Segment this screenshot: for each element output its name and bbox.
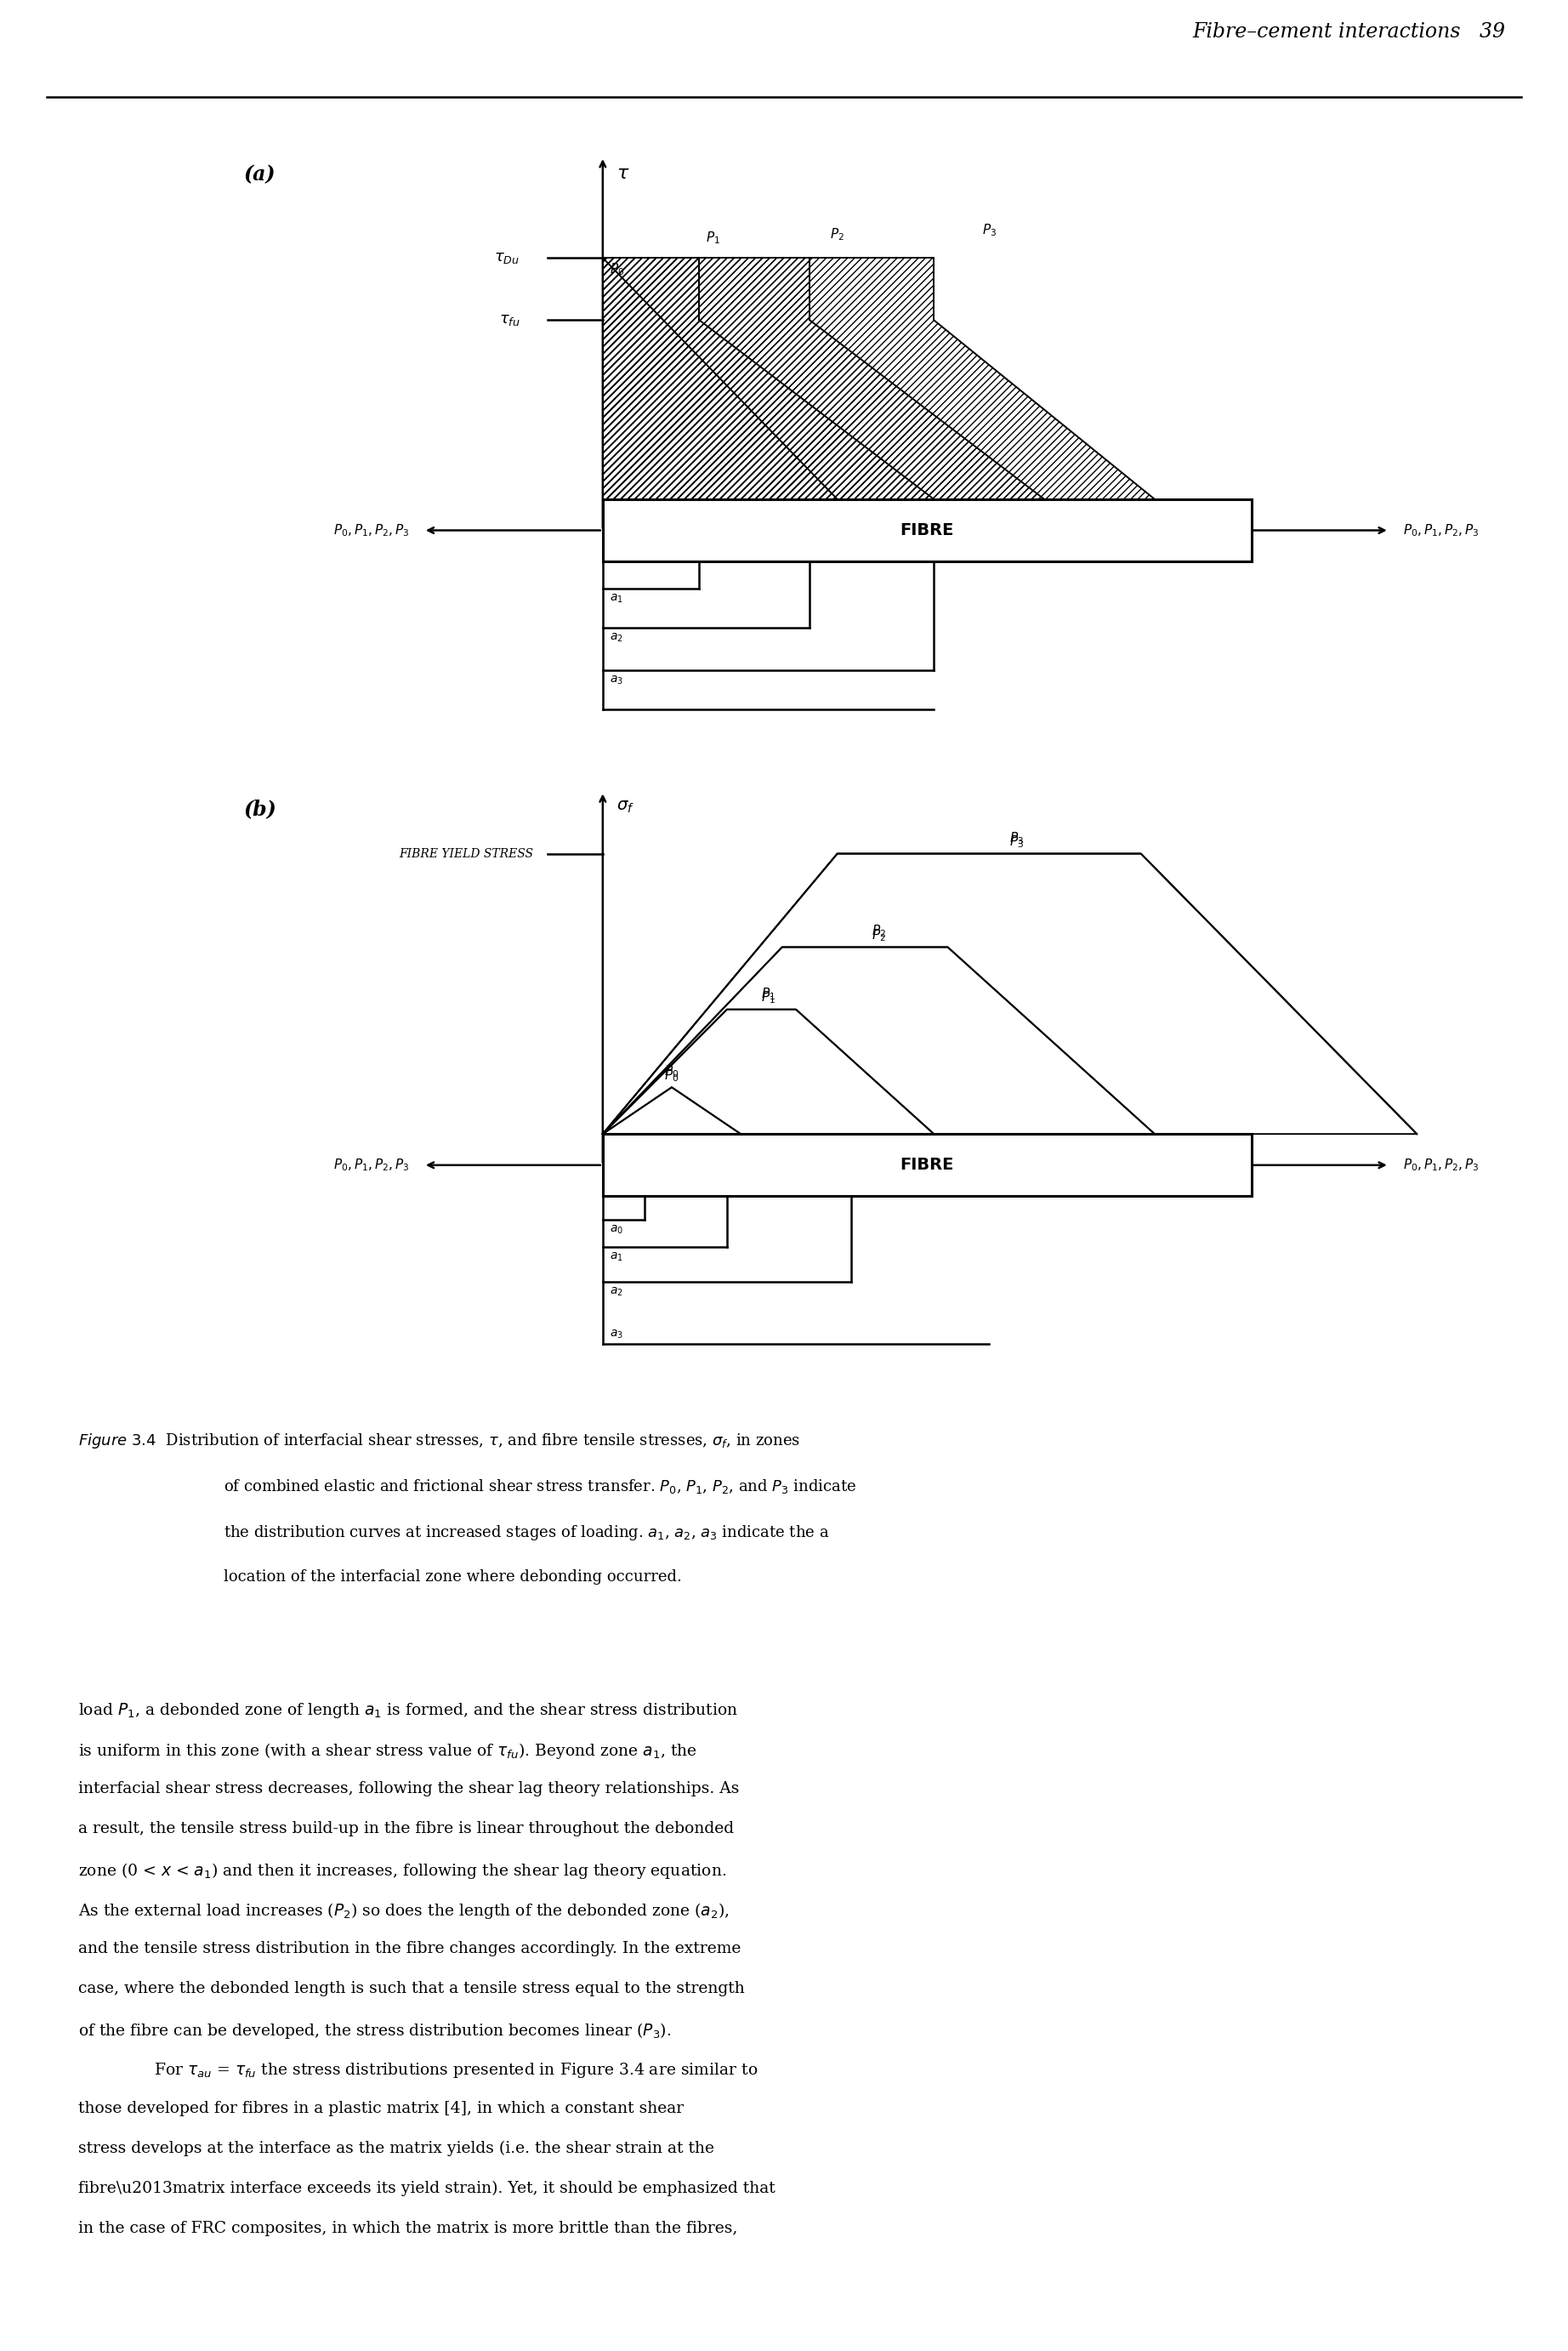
Text: in the case of FRC composites, in which the matrix is more brittle than the fibr: in the case of FRC composites, in which …	[78, 2219, 737, 2236]
Polygon shape	[602, 947, 1154, 1133]
Text: $a_2$: $a_2$	[610, 1286, 622, 1298]
Text: $a_3$: $a_3$	[610, 1328, 622, 1340]
Bar	[602, 1133, 1251, 1197]
Text: FIBRE: FIBRE	[900, 522, 953, 538]
Text: interfacial shear stress decreases, following the shear lag theory relationships: interfacial shear stress decreases, foll…	[78, 1782, 740, 1796]
Text: $P_2$: $P_2$	[872, 926, 886, 943]
Text: $P_2$: $P_2$	[829, 226, 845, 242]
Text: of combined elastic and frictional shear stress transfer. $P_0$, $P_1$, $P_2$, a: of combined elastic and frictional shear…	[223, 1479, 856, 1495]
Text: $\sigma_f$: $\sigma_f$	[616, 799, 635, 816]
Bar	[602, 498, 1251, 562]
Text: $P_3$: $P_3$	[982, 223, 996, 237]
Text: $a_3$: $a_3$	[610, 675, 622, 686]
Text: and the tensile stress distribution in the fibre changes accordingly. In the ext: and the tensile stress distribution in t…	[78, 1942, 742, 1956]
Text: $P_0,P_1,P_2,P_3$: $P_0,P_1,P_2,P_3$	[332, 522, 409, 538]
Text: $a_0$: $a_0$	[610, 1223, 622, 1237]
Text: zone (0 < $x$ < $a_1$) and then it increases, following the shear lag theory equ: zone (0 < $x$ < $a_1$) and then it incre…	[78, 1862, 726, 1881]
Polygon shape	[602, 853, 1417, 1133]
Text: $P_0$: $P_0$	[665, 1067, 679, 1084]
Text: FIBRE YIELD STRESS: FIBRE YIELD STRESS	[400, 849, 533, 860]
Text: Fibre–cement interactions   39: Fibre–cement interactions 39	[1192, 21, 1505, 42]
Text: $P_3$: $P_3$	[1010, 830, 1024, 846]
Text: of the fibre can be developed, the stress distribution becomes linear ($P_3$).: of the fibre can be developed, the stres…	[78, 2020, 671, 2041]
Text: As the external load increases ($P_2$) so does the length of the debonded zone (: As the external load increases ($P_2$) s…	[78, 1900, 729, 1921]
Text: a result, the tensile stress build-up in the fibre is linear throughout the debo: a result, the tensile stress build-up in…	[78, 1820, 734, 1836]
Text: location of the interfacial zone where debonding occurred.: location of the interfacial zone where d…	[223, 1570, 682, 1585]
Text: $P_1$: $P_1$	[760, 990, 776, 1006]
Text: $P_0,P_1,P_2,P_3$: $P_0,P_1,P_2,P_3$	[1403, 1157, 1480, 1173]
Text: $\it{Figure\ 3.4}$  Distribution of interfacial shear stresses, $\tau$, and fibr: $\it{Figure\ 3.4}$ Distribution of inter…	[78, 1432, 800, 1451]
Text: $a_1$: $a_1$	[610, 1251, 622, 1262]
Text: $P_0,P_1,P_2,P_3$: $P_0,P_1,P_2,P_3$	[332, 1157, 409, 1173]
Text: For $\tau_{au}$ = $\tau_{fu}$ the stress distributions presented in Figure 3.4 a: For $\tau_{au}$ = $\tau_{fu}$ the stress…	[154, 2059, 759, 2078]
Text: the distribution curves at increased stages of loading. $a_1$, $a_2$, $a_3$ indi: the distribution curves at increased sta…	[223, 1523, 829, 1542]
Text: stress develops at the interface as the matrix yields (i.e. the shear strain at : stress develops at the interface as the …	[78, 2139, 715, 2156]
Text: FIBRE: FIBRE	[900, 1157, 953, 1173]
Text: those developed for fibres in a plastic matrix [4], in which a constant shear: those developed for fibres in a plastic …	[78, 2102, 684, 2116]
Text: (a): (a)	[245, 165, 276, 186]
Text: $a_2$: $a_2$	[610, 632, 622, 644]
Text: $P_0$: $P_0$	[665, 1063, 679, 1079]
Polygon shape	[602, 1086, 740, 1133]
Text: $P_2$: $P_2$	[872, 924, 886, 940]
Text: case, where the debonded length is such that a tensile stress equal to the stren: case, where the debonded length is such …	[78, 1980, 745, 1996]
Text: is uniform in this zone (with a shear stress value of $\tau_{fu}$). Beyond zone : is uniform in this zone (with a shear st…	[78, 1740, 698, 1761]
Text: $\tau$: $\tau$	[616, 165, 630, 183]
Text: $P_1$: $P_1$	[706, 230, 720, 247]
Text: $P_0$: $P_0$	[610, 261, 624, 277]
Polygon shape	[602, 1009, 935, 1133]
Text: $\tau_{fu}$: $\tau_{fu}$	[499, 313, 521, 327]
Text: $a_1$: $a_1$	[610, 592, 622, 604]
Text: $P_0,P_1,P_2,P_3$: $P_0,P_1,P_2,P_3$	[1403, 522, 1480, 538]
Text: load $P_1$, a debonded zone of length $a_1$ is formed, and the shear stress dist: load $P_1$, a debonded zone of length $a…	[78, 1702, 739, 1719]
Text: $\tau_{Du}$: $\tau_{Du}$	[494, 249, 521, 266]
Text: $P_1$: $P_1$	[760, 985, 776, 1002]
Text: fibre\u2013matrix interface exceeds its yield strain). Yet, it should be emphasi: fibre\u2013matrix interface exceeds its …	[78, 2182, 776, 2196]
Text: $P_3$: $P_3$	[1010, 835, 1024, 849]
Text: (b): (b)	[245, 799, 278, 820]
